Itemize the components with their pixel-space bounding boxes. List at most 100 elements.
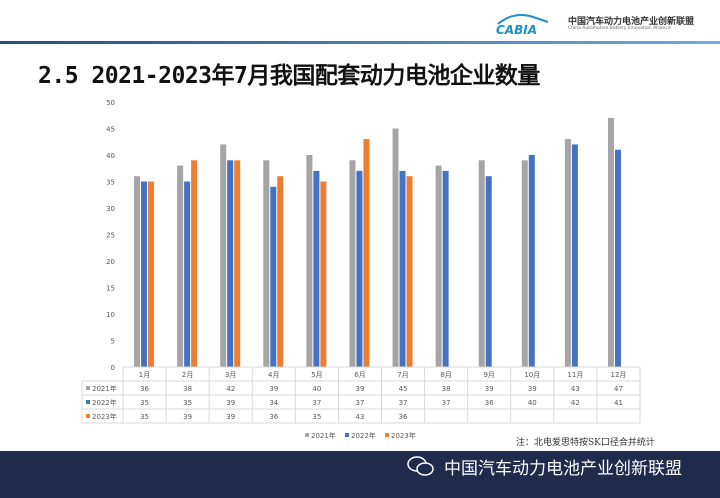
y-tick-label: 0: [111, 364, 115, 372]
data-label: 43: [571, 385, 580, 393]
x-tick-label: 6月: [354, 371, 365, 379]
legend-label: 2022年: [351, 431, 376, 440]
data-label: 35: [183, 399, 192, 407]
footer-bar: [0, 451, 720, 498]
data-label: 39: [183, 413, 192, 421]
bar-2022年-11月: [571, 144, 578, 367]
bar-2023年-1月: [148, 181, 155, 367]
bar-chart: 0 5 10 15 20 25 30 35 40 45 50 1月 2月 3月 4月 5月 6月 7月 8月 9月 10…: [81, 99, 641, 440]
bar-2022年-1月: [141, 181, 148, 367]
header-divider: [0, 41, 720, 44]
bar-2022年-4月: [270, 186, 277, 367]
y-tick-label: 25: [106, 232, 115, 240]
data-label: 39: [528, 385, 537, 393]
y-tick-label: 10: [106, 311, 115, 319]
y-tick-label: 45: [106, 126, 115, 134]
data-label: 36: [269, 413, 278, 421]
bar-2022年-5月: [313, 170, 320, 367]
legend-key-2021年: [305, 433, 309, 437]
data-label: 41: [614, 399, 623, 407]
bar-2021年-9月: [478, 160, 485, 367]
table-series-label: 2022年: [92, 398, 117, 407]
data-label: 39: [355, 385, 364, 393]
bar-2023年-5月: [320, 181, 327, 367]
bar-2021年-10月: [521, 160, 528, 367]
x-tick-label: 3月: [225, 371, 236, 379]
y-tick-label: 35: [106, 179, 115, 187]
wechat-icon: [407, 456, 434, 476]
bar-2022年-7月: [399, 170, 406, 367]
y-tick-label: 5: [111, 338, 115, 346]
bar-2023年-3月: [234, 160, 241, 367]
legend-label: 2023年: [391, 431, 416, 440]
bar-2023年-4月: [277, 176, 284, 367]
bar-2023年-2月: [191, 160, 198, 367]
svg-text:CABIA: CABIA: [496, 23, 537, 36]
legend-label: 2021年: [311, 431, 336, 440]
bar-2021年-8月: [435, 165, 442, 367]
page-title: 2.5 2021-2023年7月我国配套动力电池企业数量: [38, 63, 540, 89]
bar-2023年-6月: [363, 139, 370, 367]
data-label: 34: [269, 399, 278, 407]
data-label: 35: [140, 413, 149, 421]
y-tick-label: 50: [106, 99, 115, 107]
data-label: 36: [399, 413, 408, 421]
bar-2021年-1月: [134, 176, 141, 367]
y-tick-label: 30: [106, 205, 115, 213]
x-tick-label: 2月: [182, 371, 193, 379]
table-series-label: 2023年: [92, 412, 117, 421]
data-label: 39: [226, 413, 235, 421]
data-label: 42: [226, 385, 235, 393]
legend-key-2023年: [385, 433, 389, 437]
org-name-en: China Automotive Battery Innovation Alli…: [568, 26, 671, 31]
bar-2021年-6月: [349, 160, 356, 367]
data-label: 35: [140, 399, 149, 407]
x-tick-label: 1月: [139, 371, 150, 379]
data-label: 40: [528, 399, 537, 407]
org-name-cn: 中国汽车动力电池产业创新联盟: [568, 17, 695, 27]
bar-2022年-6月: [356, 170, 363, 367]
y-tick-label: 40: [106, 152, 115, 160]
x-tick-label: 10月: [524, 371, 540, 379]
cabia-logo: CABIA: [496, 14, 549, 36]
data-label: 36: [140, 385, 149, 393]
bar-2021年-2月: [177, 165, 184, 367]
data-label: 35: [312, 413, 321, 421]
data-label: 37: [442, 399, 451, 407]
table-legend-key: [86, 414, 90, 418]
x-tick-label: 9月: [483, 371, 494, 379]
bar-2021年-7月: [392, 128, 399, 367]
bar-2021年-4月: [263, 160, 270, 367]
bar-2021年-12月: [607, 117, 614, 368]
data-label: 42: [571, 399, 580, 407]
x-tick-label: 8月: [440, 371, 451, 379]
bar-2022年-9月: [485, 176, 492, 367]
bar-2022年-8月: [442, 170, 449, 367]
x-tick-label: 11月: [567, 371, 583, 379]
x-tick-label: 7月: [397, 371, 408, 379]
bar-2022年-12月: [614, 149, 621, 367]
x-tick-label: 12月: [610, 371, 626, 379]
data-label: 39: [226, 399, 235, 407]
bar-2021年-11月: [564, 139, 571, 367]
data-label: 37: [312, 399, 321, 407]
footer-text: 中国汽车动力电池产业创新联盟: [444, 459, 682, 479]
data-label: 37: [399, 399, 408, 407]
x-tick-label: 5月: [311, 371, 322, 379]
y-tick-label: 20: [106, 258, 115, 266]
data-label: 37: [355, 399, 364, 407]
table-legend-key: [86, 400, 90, 404]
y-tick-label: 15: [106, 285, 115, 293]
table-series-label: 2021年: [92, 384, 117, 393]
bar-2022年-2月: [184, 181, 191, 367]
bar-2021年-5月: [306, 155, 313, 367]
data-label: 39: [269, 385, 278, 393]
footnote: 注：北电爱思特按SK口径合并统计: [516, 438, 655, 448]
table-legend-key: [86, 386, 90, 390]
data-label: 38: [183, 385, 192, 393]
bar-2023年-7月: [406, 176, 413, 367]
data-label: 39: [485, 385, 494, 393]
legend-key-2022年: [345, 433, 349, 437]
bar-2022年-10月: [528, 155, 535, 367]
data-label: 36: [485, 399, 494, 407]
